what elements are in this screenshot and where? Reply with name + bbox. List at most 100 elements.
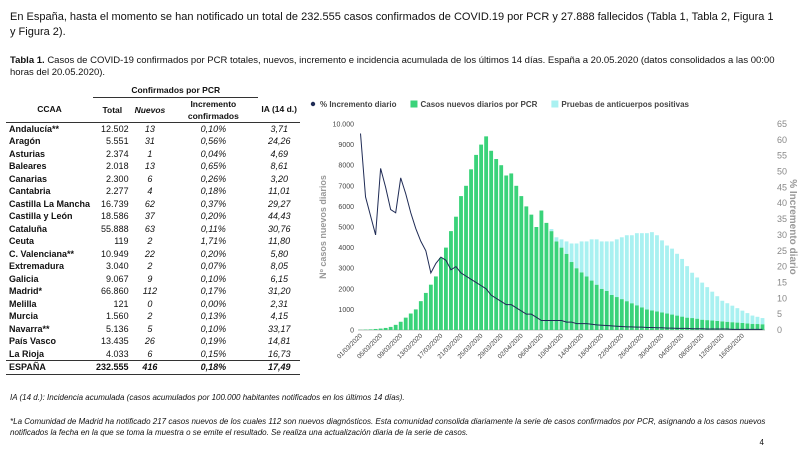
y-tick-label: 6000: [338, 204, 354, 211]
table-cell: Extremadura: [9, 261, 65, 272]
table-cell: 8,61: [270, 161, 288, 172]
table-cell: Melilla: [9, 298, 37, 309]
bar: [433, 276, 438, 330]
bar: [569, 262, 574, 330]
bar: [634, 233, 639, 306]
table-cell: Cantabria: [9, 186, 51, 197]
bar: [725, 303, 730, 322]
table-row: Castilla y León 18.586 37 0,20% 44,43: [6, 210, 300, 223]
bar: [554, 237, 559, 242]
bar: [740, 322, 745, 330]
data-table: Confirmados por PCR CCAA Total Nuevos Increm…: [6, 84, 300, 375]
bar: [700, 319, 705, 330]
intro-text: En España, hasta el momento se han notif…: [10, 11, 774, 38]
bar: [579, 272, 584, 330]
y-tick-label: 7000: [338, 183, 354, 190]
bar: [730, 305, 735, 323]
table-cell: 0,65%: [200, 161, 227, 172]
y2-tick-label: 20: [777, 262, 787, 272]
table-cell: 2.018: [106, 161, 129, 172]
bar: [629, 235, 634, 304]
column-header: IA (14 d.): [258, 97, 300, 123]
bar: [484, 136, 489, 330]
bar: [609, 294, 614, 330]
table-cell: 1: [147, 148, 153, 159]
table-cell: 416: [131, 360, 169, 375]
footnote: IA (14 d.): Incidencia acumulada (casos …: [10, 393, 405, 402]
bar: [675, 315, 679, 330]
group-header-row: Confirmados por PCR: [6, 84, 300, 98]
table-row: Ceuta 119 2 1,71% 11,80: [6, 235, 300, 248]
bar: [393, 324, 398, 330]
table-cell: 6: [147, 348, 153, 359]
table-row: Murcia 1.560 2 0,13% 4,15: [6, 310, 300, 323]
bar: [599, 241, 604, 289]
table-cell: 0,10%: [200, 323, 227, 334]
table-row: País Vasco 13.435 26 0,19% 14,81: [6, 335, 300, 348]
table-cell: 0,18%: [200, 186, 227, 197]
bar: [438, 257, 443, 330]
y-tick-label: 2000: [338, 286, 354, 293]
bar: [398, 321, 403, 330]
bar: [469, 169, 473, 330]
table-cell: 0,37%: [200, 198, 227, 209]
table-cell: 0,10%: [200, 123, 227, 134]
table-cell: 121: [113, 298, 129, 309]
caption-label: Tabla 1.: [10, 55, 45, 66]
y2-tick-label: 35: [777, 214, 787, 224]
bar: [524, 206, 529, 330]
table-cell: 1.560: [106, 311, 129, 322]
table-cell: La Rioja: [9, 348, 45, 359]
header-row: CCAA Total Nuevos Incremento confirmados IA …: [6, 97, 300, 123]
table-cell: 11,80: [268, 236, 291, 247]
table-cell: 31,20: [267, 286, 291, 297]
bar: [695, 277, 700, 319]
bar: [604, 241, 609, 291]
y-tick-label: 0: [350, 328, 354, 335]
bar: [639, 307, 644, 330]
table-row: Asturias 2.374 1 0,04% 4,69: [6, 148, 300, 161]
table-cell: Baleares: [9, 161, 47, 172]
table-cell: 0,17%: [200, 286, 227, 297]
table-row: Castilla La Mancha 16.739 62 0,37% 29,27: [6, 198, 300, 211]
legend-label: % Incremento diario: [320, 100, 397, 109]
table-cell: 2: [147, 236, 153, 247]
bar: [564, 253, 569, 330]
bar: [569, 243, 574, 263]
bar: [474, 154, 478, 330]
table-cell: 13: [144, 161, 155, 172]
bar: [594, 284, 599, 330]
table-row: Aragón 5.551 31 0,56% 24,26: [6, 135, 300, 148]
bar: [655, 235, 659, 312]
table-cell: Ceuta: [9, 236, 35, 247]
bar: [645, 233, 649, 310]
bar: [378, 328, 383, 330]
table-cell: 10.949: [101, 248, 129, 259]
bar: [685, 266, 690, 318]
bar: [514, 185, 519, 330]
table-cell: 119: [114, 236, 129, 247]
bar: [715, 296, 720, 321]
table-cell: Canarias: [9, 173, 48, 184]
y2-tick-label: 5: [777, 309, 782, 319]
table-cell: 0,11%: [200, 223, 226, 234]
bar: [639, 233, 644, 308]
bar: [690, 318, 695, 330]
bar: [584, 276, 589, 330]
table-cell: 37: [144, 211, 155, 222]
bar: [549, 231, 554, 330]
bar: [383, 327, 388, 330]
y2-tick-label: 15: [777, 277, 787, 287]
header-cell: [6, 84, 93, 97]
y-tick-label: 3000: [338, 266, 354, 273]
table-cell: Cataluña: [9, 223, 48, 234]
table-cell: 0,18%: [168, 360, 259, 375]
table-cell: Madrid*: [9, 286, 43, 297]
bar: [594, 239, 599, 285]
bar: [624, 235, 629, 302]
table-cell: 0,10%: [200, 273, 227, 284]
bar: [599, 288, 604, 330]
page-number: 4: [759, 438, 764, 447]
table-cell: 0,13%: [200, 311, 227, 322]
table-cell: 22: [144, 248, 155, 259]
